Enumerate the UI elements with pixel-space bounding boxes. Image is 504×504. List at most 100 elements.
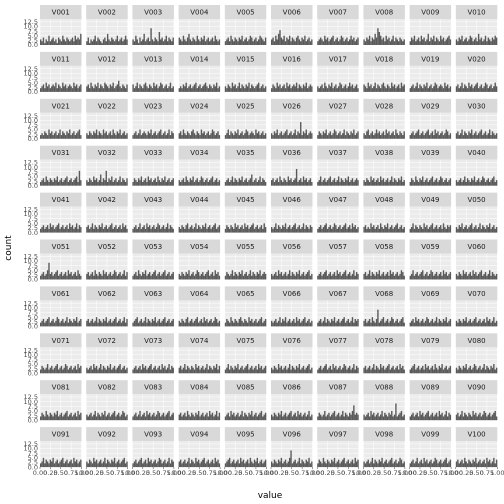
histogram-bar bbox=[262, 84, 264, 92]
histogram-bar bbox=[215, 318, 218, 327]
facet-panel: V018 bbox=[363, 51, 406, 93]
histogram-bar bbox=[226, 225, 228, 233]
histogram-bar bbox=[185, 318, 187, 327]
histogram-bar bbox=[477, 178, 480, 186]
histogram-bar bbox=[86, 273, 88, 280]
histogram-bar bbox=[495, 133, 498, 139]
histogram-bar bbox=[258, 414, 260, 421]
histogram-bar bbox=[423, 84, 425, 92]
histogram-bar bbox=[294, 275, 296, 280]
histogram-bar bbox=[53, 228, 56, 233]
facet-strip-label: V026 bbox=[283, 102, 302, 110]
histogram-bar bbox=[213, 225, 215, 233]
histogram-bar bbox=[200, 228, 203, 233]
histogram-bar bbox=[227, 412, 229, 421]
histogram-bar bbox=[111, 135, 113, 139]
histogram-bar bbox=[417, 275, 420, 280]
histogram-bar bbox=[353, 405, 355, 421]
histogram-bar bbox=[108, 367, 110, 374]
histogram-bar bbox=[207, 459, 210, 468]
histogram-bar bbox=[262, 178, 264, 186]
histogram-bar bbox=[317, 416, 319, 421]
facet-panel: V076 bbox=[270, 333, 313, 374]
histogram-bar bbox=[154, 317, 156, 327]
histogram-bar bbox=[279, 367, 281, 374]
histogram-bar bbox=[255, 178, 257, 186]
histogram-bar bbox=[66, 88, 68, 92]
histogram-bar bbox=[123, 131, 125, 139]
histogram-bar bbox=[471, 322, 473, 327]
histogram-bar bbox=[263, 88, 265, 92]
y-tick-label: 10.0 bbox=[24, 351, 38, 359]
histogram-bar bbox=[449, 225, 452, 233]
histogram-bar bbox=[448, 273, 450, 280]
histogram-bar bbox=[164, 459, 166, 468]
histogram-bar bbox=[146, 463, 148, 468]
histogram-bar bbox=[204, 367, 207, 374]
histogram-bar bbox=[462, 228, 465, 233]
histogram-bar bbox=[77, 463, 79, 468]
histogram-bar bbox=[464, 273, 466, 280]
histogram-bar bbox=[403, 461, 405, 468]
histogram-bar bbox=[206, 412, 208, 421]
histogram-bar bbox=[113, 180, 116, 186]
y-tick-label: 10.0 bbox=[24, 116, 38, 124]
histogram-bar bbox=[422, 463, 424, 468]
histogram-bar bbox=[486, 225, 488, 233]
histogram-bar bbox=[309, 369, 312, 374]
histogram-bar bbox=[101, 275, 103, 280]
histogram-bar bbox=[287, 367, 289, 374]
histogram-bar bbox=[442, 270, 445, 280]
histogram-bar bbox=[86, 414, 88, 421]
histogram-bar bbox=[207, 416, 210, 421]
histogram-bar bbox=[449, 365, 452, 374]
histogram-bar bbox=[487, 273, 489, 280]
histogram-bar bbox=[215, 364, 218, 374]
histogram-bar bbox=[248, 412, 250, 421]
histogram-bar bbox=[465, 272, 467, 280]
histogram-bar bbox=[244, 223, 246, 233]
facet-strip-label: V022 bbox=[98, 102, 116, 110]
histogram-bar bbox=[186, 410, 189, 421]
facet-strip bbox=[455, 333, 498, 348]
histogram-bar bbox=[237, 459, 239, 468]
histogram-bar bbox=[165, 275, 167, 280]
histogram-bar bbox=[397, 322, 400, 327]
x-tick-label: 0.75 bbox=[249, 469, 263, 477]
histogram-bar bbox=[97, 228, 99, 233]
histogram-bar bbox=[143, 320, 145, 327]
histogram-bar bbox=[426, 82, 428, 92]
histogram-bar bbox=[396, 86, 398, 92]
histogram-bar bbox=[237, 41, 239, 45]
histogram-bar bbox=[51, 180, 53, 186]
histogram-bar bbox=[457, 84, 459, 92]
histogram-bar bbox=[60, 41, 63, 45]
facet-strip-label: V060 bbox=[467, 243, 485, 251]
histogram-bar bbox=[374, 133, 376, 139]
facet-strip-label: V085 bbox=[236, 384, 254, 392]
histogram-bar bbox=[319, 86, 322, 92]
histogram-bar bbox=[42, 272, 45, 280]
histogram-bar bbox=[304, 86, 306, 92]
histogram-bar bbox=[434, 457, 436, 468]
histogram-bar bbox=[393, 227, 396, 233]
histogram-bar bbox=[286, 369, 288, 374]
histogram-bar bbox=[351, 133, 354, 139]
histogram-bar bbox=[445, 228, 447, 233]
histogram-bar bbox=[171, 320, 173, 327]
histogram-bar bbox=[244, 318, 246, 327]
histogram-bar bbox=[70, 459, 72, 468]
histogram-bar bbox=[400, 318, 403, 327]
histogram-bar bbox=[195, 135, 197, 139]
histogram-bar bbox=[259, 461, 261, 468]
histogram-bar bbox=[424, 180, 427, 186]
histogram-bar bbox=[322, 227, 325, 233]
histogram-bar bbox=[424, 364, 427, 374]
facet-strip bbox=[178, 98, 221, 113]
histogram-bar bbox=[206, 272, 208, 280]
histogram-bar bbox=[457, 131, 459, 139]
histogram-bar bbox=[147, 367, 149, 374]
histogram-bar bbox=[179, 459, 182, 468]
